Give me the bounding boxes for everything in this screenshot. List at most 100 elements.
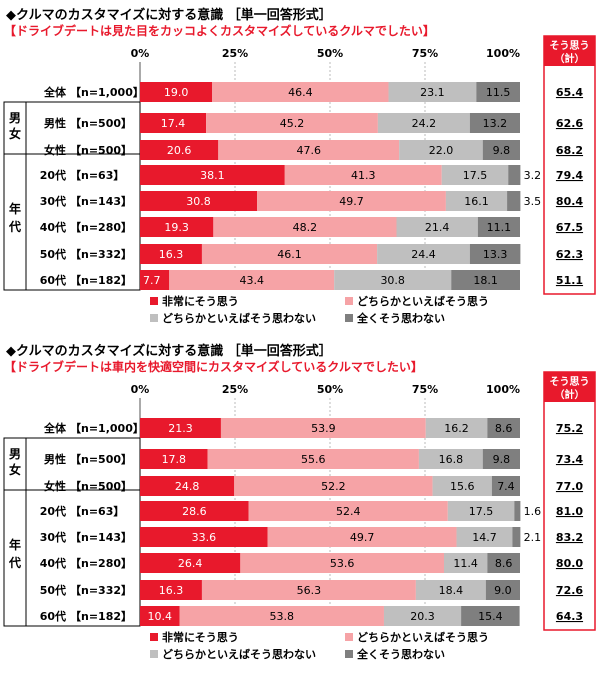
group-label-age: 代 <box>8 555 21 570</box>
bar-segment <box>396 217 478 237</box>
axis-tick-label: 100% <box>486 47 520 60</box>
legend-label: どちらかといえばそう思う <box>357 294 489 308</box>
bar-segment <box>445 191 508 211</box>
axis-tick-label: 0% <box>131 47 150 60</box>
data-label: 24.4 <box>411 248 436 261</box>
row-label: 男性 <box>44 116 66 130</box>
data-label: 17.5 <box>463 169 488 182</box>
data-label: 7.4 <box>497 480 515 493</box>
bar-segment <box>140 476 235 496</box>
data-label: 17.8 <box>162 453 187 466</box>
legend-swatch <box>345 650 353 658</box>
data-label: 26.4 <box>178 557 203 570</box>
bar-segment <box>179 606 384 626</box>
legend-label: どちらかといえばそう思わない <box>162 311 316 325</box>
row-sample-size: 【n=500】 <box>70 453 132 466</box>
row-label: 30代 <box>40 194 66 208</box>
total-value: 80.0 <box>556 557 583 570</box>
bar-segment <box>140 140 219 160</box>
data-label: 11.4 <box>453 557 478 570</box>
data-label: 49.7 <box>339 195 364 208</box>
data-label: 16.3 <box>159 248 184 261</box>
data-label: 8.6 <box>495 422 513 435</box>
data-label: 17.4 <box>161 117 186 130</box>
summary-header-sub: （計） <box>555 52 585 65</box>
row-label: 全体 <box>43 85 67 99</box>
bar-segment <box>388 82 477 102</box>
total-value: 62.3 <box>556 248 583 261</box>
data-label: 53.6 <box>330 557 355 570</box>
bar-segment <box>482 449 520 469</box>
chart-panel-interior: ◆クルマのカスタマイズに対する意識 ［単一回答形式］ 【ドライブデートは車内を快… <box>0 336 600 673</box>
row-sample-size: 【n=1,000】 <box>70 422 144 435</box>
row-sample-size: 【n=332】 <box>70 584 132 597</box>
row-label: 20代 <box>40 168 66 182</box>
bar-segment <box>213 217 397 237</box>
data-label: 52.2 <box>321 480 346 493</box>
bar-segment <box>169 270 335 290</box>
data-label: 8.6 <box>495 557 513 570</box>
row-sample-size: 【n=63】 <box>70 505 124 518</box>
bar-segment <box>140 580 202 600</box>
data-label: 19.0 <box>164 86 189 99</box>
total-value: 79.4 <box>556 169 583 182</box>
bar-segment <box>201 244 378 264</box>
data-label: 11.1 <box>487 221 512 234</box>
bar-segment <box>383 606 462 626</box>
bar-segment <box>140 82 213 102</box>
legend-label: どちらかといえばそう思う <box>357 630 489 644</box>
bar-segment <box>514 501 521 521</box>
bar-segment <box>418 449 483 469</box>
row-sample-size: 【n=280】 <box>70 557 132 570</box>
legend-swatch <box>345 297 353 305</box>
bar-segment <box>487 418 520 438</box>
data-label: 15.4 <box>478 610 503 623</box>
bar-segment <box>284 165 442 185</box>
total-value: 77.0 <box>556 480 583 493</box>
summary-header-bg <box>544 36 595 66</box>
bar-segment <box>140 606 180 626</box>
group-label-gender: 女 <box>9 462 21 477</box>
row-sample-size: 【n=182】 <box>70 274 132 287</box>
bar-segment <box>140 553 241 573</box>
total-value: 65.4 <box>556 86 583 99</box>
bar-segment <box>508 165 521 185</box>
data-label: 38.1 <box>200 169 225 182</box>
legend-swatch <box>345 314 353 322</box>
data-label: 3.5 <box>524 195 542 208</box>
bar-segment <box>447 501 515 521</box>
bar-segment <box>140 449 208 469</box>
bar-segment <box>334 270 452 290</box>
data-label: 11.5 <box>486 86 511 99</box>
summary-header-label: そう思う <box>550 376 590 388</box>
row-label: 女性 <box>44 479 66 493</box>
legend-swatch <box>150 650 158 658</box>
axis-tick-label: 100% <box>486 383 520 396</box>
chart-title: ◆クルマのカスタマイズに対する意識 ［単一回答形式］ <box>6 344 332 359</box>
data-label: 24.8 <box>175 480 200 493</box>
group-label-gender: 女 <box>9 126 21 141</box>
bar-segment <box>432 476 492 496</box>
row-sample-size: 【n=280】 <box>70 221 132 234</box>
data-label: 9.0 <box>494 584 512 597</box>
bar-segment <box>415 580 486 600</box>
bar-segment <box>240 553 444 573</box>
data-label: 45.2 <box>280 117 305 130</box>
axis-tick-label: 25% <box>222 47 248 60</box>
legend-swatch <box>150 633 158 641</box>
data-label: 43.4 <box>239 274 264 287</box>
axis-tick-label: 50% <box>317 47 343 60</box>
axis-tick-label: 25% <box>222 383 248 396</box>
row-label: 50代 <box>40 583 66 597</box>
data-label: 13.3 <box>483 248 508 261</box>
group-label-age: 年 <box>9 537 21 552</box>
row-sample-size: 【n=1,000】 <box>70 86 144 99</box>
chart-subtitle: 【ドライブデートは見た目をカッコよくカスタマイズしているクルマでしたい】 <box>4 24 435 38</box>
total-value: 62.6 <box>556 117 583 130</box>
data-label: 30.8 <box>380 274 405 287</box>
bar-segment <box>140 270 170 290</box>
data-label: 19.3 <box>164 221 189 234</box>
bar-segment <box>201 580 416 600</box>
row-sample-size: 【n=500】 <box>70 480 132 493</box>
data-label: 30.8 <box>186 195 211 208</box>
